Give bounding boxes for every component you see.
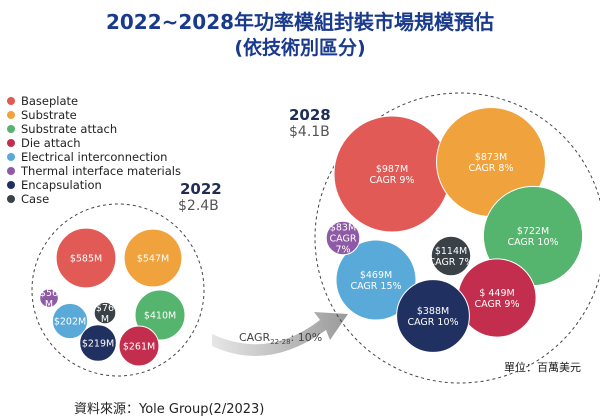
- bubble-value-label: $585M: [70, 254, 102, 265]
- bubble-cagr-label: M: [45, 299, 53, 310]
- legend-label: Case: [21, 192, 50, 206]
- bubble-cagr-label: CAGR 10%: [407, 317, 458, 328]
- bubble-value-label: $722M: [517, 226, 549, 237]
- bubble-cagr-label: CAGR 8%: [468, 163, 513, 174]
- bubble-value-label: $114M: [435, 246, 467, 257]
- year-2028-label: 2028: [289, 106, 331, 124]
- legend-swatch: [7, 139, 15, 147]
- legend-label: Thermal interface materials: [21, 164, 181, 178]
- legend-item: Electrical interconnection: [7, 150, 181, 164]
- group-outline-2022: [31, 203, 205, 377]
- legend-item: Baseplate: [7, 94, 181, 108]
- cagr-arrow-label: CAGR22-28: 10%: [239, 331, 323, 347]
- legend-swatch: [7, 125, 15, 133]
- bubble-value-label: $873M: [475, 152, 507, 163]
- legend-label: Baseplate: [21, 94, 79, 108]
- bubble-2022-encapsulation: [79, 324, 117, 362]
- bubble-value-label: $219M: [82, 339, 114, 350]
- bubble-cagr-label: CAGR 9%: [369, 175, 414, 186]
- legend-item: Substrate attach: [7, 122, 181, 136]
- source-note: 資料來源：Yole Group(2/2023): [74, 402, 265, 417]
- bubble-value-label: $ 449M: [479, 288, 514, 299]
- bubble-value-label: $56: [40, 288, 58, 299]
- bubble-cagr-label: CAGR 7%: [428, 257, 473, 268]
- bubble-cagr-label: M: [101, 314, 109, 325]
- legend-label: Electrical interconnection: [21, 150, 168, 164]
- bubble-cagr-label: 7%: [335, 245, 350, 256]
- bubble-2028-thermal-interface-materials: [325, 220, 361, 256]
- legend-swatch: [7, 97, 15, 105]
- legend-item: Encapsulation: [7, 178, 181, 192]
- bubble-value-label: $388M: [417, 306, 449, 317]
- legend-label: Encapsulation: [21, 178, 102, 192]
- legend-label: Substrate attach: [21, 122, 118, 136]
- legend-swatch: [7, 167, 15, 175]
- total-2022-label: $2.4B: [178, 198, 219, 214]
- bubble-2022-thermal-interface-materials: [39, 288, 59, 308]
- chart-subtitle: (依技術別區分): [234, 37, 366, 59]
- bubble-value-label: $202M: [54, 317, 86, 328]
- bubble-value-label: $410M: [144, 311, 176, 322]
- bubble-value-label: $261M: [123, 342, 155, 353]
- total-2028-label: $4.1B: [289, 124, 330, 140]
- chart-title: 2022~2028年功率模組封裝市場規模預估: [105, 10, 495, 34]
- legend-item: Thermal interface materials: [7, 164, 181, 178]
- bubble-2022-substrate: [123, 228, 183, 288]
- legend-item: Die attach: [7, 136, 181, 150]
- bubble-2022-die-attach: [118, 325, 160, 367]
- bubble-value-label: $987M: [376, 164, 408, 175]
- bubble-2022-electrical-interconnection: [51, 302, 89, 340]
- bubble-cagr-label: CAGR 15%: [350, 281, 401, 292]
- bubble-value-label: $547M: [137, 254, 169, 265]
- bubble-cagr-label: CAGR: [330, 234, 357, 245]
- bubble-value-label: $469M: [360, 270, 392, 281]
- bubble-2022-case: [93, 301, 117, 325]
- legend-swatch: [7, 153, 15, 161]
- bubble-2028-case: [430, 235, 472, 277]
- bubble-2022-baseplate: [55, 227, 117, 289]
- growth-arrow: [212, 312, 348, 356]
- legend-swatch: [7, 111, 15, 119]
- bubble-cagr-label: CAGR 10%: [507, 237, 558, 248]
- bubble-cagr-label: CAGR 9%: [474, 299, 519, 310]
- bubble-2028-electrical-interconnection: [335, 239, 417, 321]
- legend-swatch: [7, 195, 15, 203]
- bubble-value-label: $76: [96, 303, 114, 314]
- legend-item: Substrate: [7, 108, 181, 122]
- bubble-2028-encapsulation: [396, 279, 470, 353]
- legend-item: Case: [7, 192, 181, 206]
- legend-label: Die attach: [21, 136, 81, 150]
- unit-note: 單位：百萬美元: [504, 361, 581, 374]
- legend-swatch: [7, 181, 15, 189]
- year-2022-label: 2022: [180, 180, 222, 198]
- legend: Baseplate Substrate Substrate attach Die at…: [7, 94, 181, 206]
- bubble-value-label: $83M: [330, 223, 356, 234]
- legend-label: Substrate: [21, 108, 77, 122]
